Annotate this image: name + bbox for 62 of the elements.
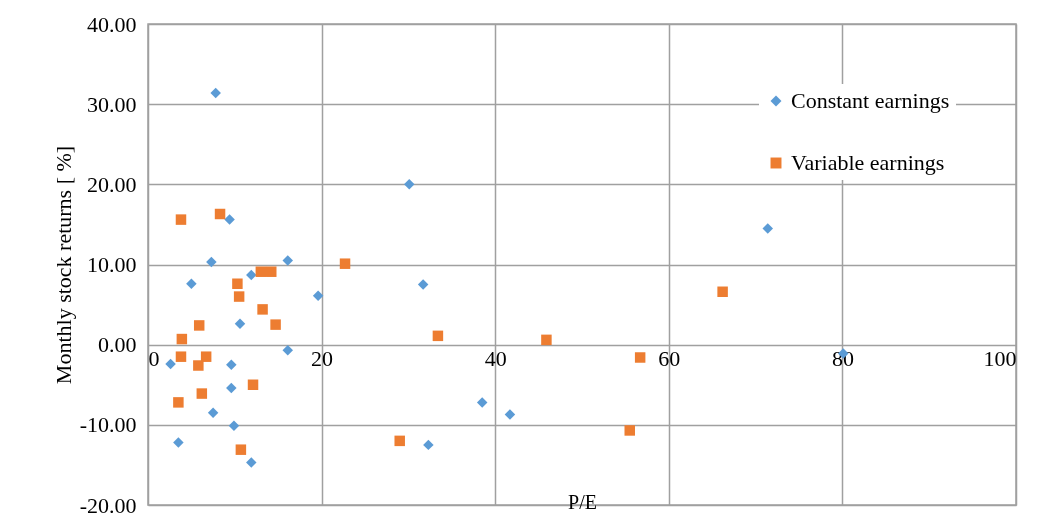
point bbox=[234, 318, 246, 330]
point bbox=[175, 351, 187, 362]
legend-label: Variable earnings bbox=[791, 150, 945, 175]
point bbox=[762, 223, 773, 234]
point bbox=[312, 290, 324, 302]
point bbox=[193, 360, 204, 371]
point bbox=[207, 407, 219, 419]
point bbox=[270, 319, 281, 330]
point bbox=[339, 258, 351, 269]
point bbox=[233, 291, 245, 302]
point bbox=[214, 208, 226, 220]
y-tick-label: 40.00 bbox=[87, 11, 137, 37]
point bbox=[226, 359, 237, 370]
point bbox=[173, 437, 184, 448]
legend-label: Constant earnings bbox=[791, 88, 950, 113]
point bbox=[476, 397, 488, 408]
point bbox=[717, 286, 728, 297]
point bbox=[200, 351, 212, 362]
point bbox=[624, 425, 635, 436]
point bbox=[541, 334, 552, 346]
x-tick-label: 60 bbox=[658, 346, 681, 372]
point bbox=[282, 345, 293, 356]
y-tick-label: 10.00 bbox=[87, 252, 137, 277]
y-tick-label: 20.00 bbox=[87, 171, 137, 197]
point bbox=[246, 269, 257, 281]
point bbox=[247, 379, 259, 390]
x-axis-title: P/E bbox=[568, 490, 597, 513]
point bbox=[266, 266, 277, 277]
point bbox=[165, 358, 176, 370]
y-tick-label: 30.00 bbox=[87, 91, 137, 117]
point bbox=[504, 409, 516, 420]
point bbox=[210, 87, 221, 99]
point bbox=[394, 435, 405, 447]
point bbox=[232, 278, 243, 289]
point bbox=[186, 278, 197, 289]
point bbox=[404, 179, 415, 190]
y-tick-label: -10.00 bbox=[79, 412, 137, 438]
point bbox=[246, 457, 257, 468]
point bbox=[175, 214, 187, 225]
point bbox=[196, 388, 208, 399]
x-tick-label: 40 bbox=[484, 346, 507, 372]
x-tick-label: 0 bbox=[148, 346, 160, 372]
point bbox=[193, 320, 205, 331]
point bbox=[173, 397, 184, 408]
point bbox=[176, 333, 188, 345]
point bbox=[432, 330, 444, 342]
point bbox=[206, 256, 217, 268]
y-tick-label: 0.00 bbox=[98, 332, 137, 358]
point bbox=[228, 420, 240, 431]
x-tick-label: 20 bbox=[311, 346, 334, 372]
point bbox=[282, 255, 293, 266]
y-axis-title: Monthly stock returns [ %] bbox=[50, 145, 76, 385]
point bbox=[423, 439, 434, 451]
point bbox=[235, 444, 247, 455]
point bbox=[255, 266, 267, 277]
point bbox=[634, 352, 646, 363]
point bbox=[224, 214, 235, 225]
point bbox=[226, 382, 237, 394]
y-tick-label: -20.00 bbox=[79, 492, 137, 517]
point bbox=[257, 304, 268, 315]
point bbox=[417, 279, 429, 290]
x-tick-label: 100 bbox=[983, 346, 1017, 372]
